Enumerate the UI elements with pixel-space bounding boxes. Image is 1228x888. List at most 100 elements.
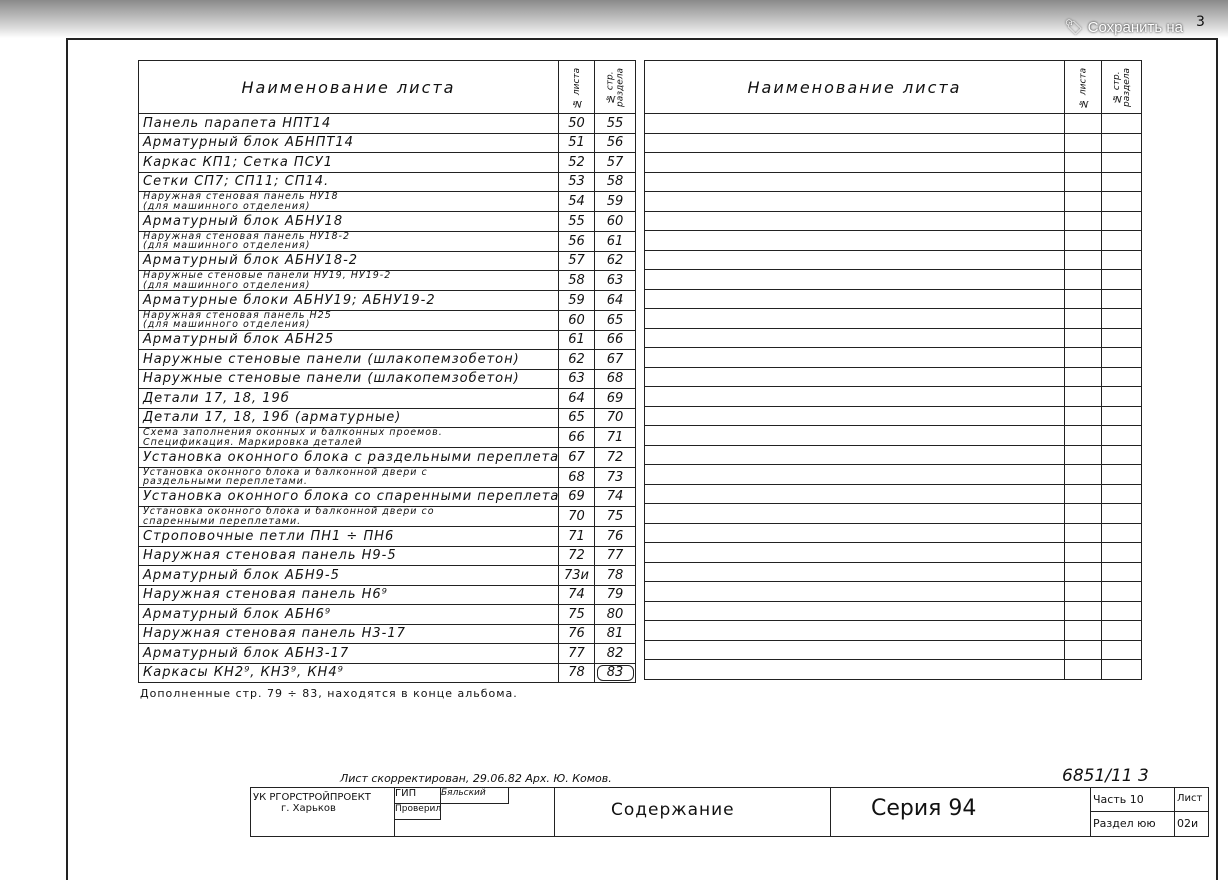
table-row: Арматурный блок АБН25 61 66	[138, 329, 636, 350]
page-number: 77	[594, 545, 636, 566]
corner-sheet-number: 3	[1196, 14, 1205, 30]
role-checked: Проверил	[395, 804, 441, 820]
page-number: 71	[594, 427, 636, 448]
empty-cell	[1101, 561, 1142, 582]
save-to-button[interactable]: 🏷 Сохранить на	[1064, 19, 1183, 36]
sheet-name: Установка оконного блока и балконной две…	[138, 506, 559, 527]
table-row: Наружная стеновая панель Н6⁹ 74 79	[138, 584, 636, 605]
sheet-number: 72	[558, 545, 595, 566]
empty-row	[644, 425, 1142, 446]
page-number: 76	[594, 526, 636, 547]
empty-row	[644, 191, 1142, 212]
empty-cell	[644, 561, 1065, 582]
table-row: Детали 17, 18, 19б (арматурные) 65 70	[138, 407, 636, 428]
page-number: 80	[594, 604, 636, 625]
empty-row	[644, 249, 1142, 270]
empty-cell	[1064, 522, 1102, 543]
supplement-note: Дополненные стр. 79 ÷ 83, находятся в ко…	[140, 687, 518, 700]
empty-cell	[1064, 444, 1102, 465]
empty-row	[644, 659, 1142, 680]
empty-cell	[644, 366, 1065, 387]
sheet-number: 78	[558, 662, 595, 683]
empty-cell	[1064, 600, 1102, 621]
empty-cell	[1101, 581, 1142, 602]
empty-row	[644, 308, 1142, 329]
page-number: 61	[594, 230, 636, 252]
empty-cell	[644, 327, 1065, 348]
sheet-name: Установка оконного блока и балконной две…	[138, 466, 559, 488]
empty-row	[644, 210, 1142, 231]
table-row: Установка оконного блока и балконной две…	[138, 506, 636, 527]
empty-cell	[644, 405, 1065, 426]
empty-cell	[1064, 269, 1102, 290]
empty-cell	[644, 659, 1065, 680]
page-number: 72	[594, 447, 636, 468]
sheet-number: 65	[558, 407, 595, 428]
page-number: 83	[594, 662, 636, 683]
series: Серия 94	[831, 788, 1091, 836]
sheet-number: 52	[558, 152, 595, 173]
empty-row	[644, 503, 1142, 524]
drawing-frame	[66, 38, 1218, 880]
empty-cell	[1101, 113, 1142, 134]
role-gip: ГИП	[395, 788, 441, 804]
empty-cell	[1064, 113, 1102, 134]
viewer-toolbar	[0, 0, 1228, 38]
empty-cell	[1064, 171, 1102, 192]
empty-cell	[644, 444, 1065, 465]
table-row: Наружная стеновая панель Н3-17 76 81	[138, 623, 636, 644]
sheet-name: Строповочные петли ПН1 ÷ ПН6	[138, 526, 559, 547]
empty-cell	[1101, 659, 1142, 680]
sheet-number: 61	[558, 329, 595, 350]
page-number: 79	[594, 584, 636, 605]
table-row: Установка оконного блока с раздельными п…	[138, 447, 636, 468]
page-number: 58	[594, 171, 636, 192]
empty-cell	[1101, 366, 1142, 387]
sheet-name: Наружная стеновая панель Н3-17	[138, 623, 559, 644]
header-name: Наименование листа	[644, 60, 1065, 114]
page-number: 81	[594, 623, 636, 644]
page-number: 62	[594, 250, 636, 271]
empty-cell	[1064, 288, 1102, 309]
empty-cell	[644, 113, 1065, 134]
empty-row	[644, 347, 1142, 368]
save-icon: 🏷	[1064, 19, 1088, 36]
empty-cell	[644, 308, 1065, 329]
sheet-number: 74	[558, 584, 595, 605]
table-row: Наружные стеновые панели (шлакопемзобето…	[138, 349, 636, 370]
empty-cell	[1101, 152, 1142, 173]
table-row: Каркас КП1; Сетка ПСУ1 52 57	[138, 152, 636, 173]
empty-cell	[1064, 620, 1102, 641]
empty-cell	[644, 386, 1065, 407]
page-number: 69	[594, 388, 636, 409]
table-row: Наружная стеновая панель Н9-5 72 77	[138, 545, 636, 566]
empty-cell	[1064, 191, 1102, 212]
correction-note: Лист скорректирован, 29.06.82 Арх. Ю. Ко…	[340, 772, 612, 785]
empty-cell	[644, 600, 1065, 621]
empty-cell	[644, 483, 1065, 504]
empty-cell	[1064, 483, 1102, 504]
empty-row	[644, 464, 1142, 485]
sheet-name: Установка оконного блока со спаренными п…	[138, 486, 559, 507]
empty-cell	[1101, 620, 1142, 641]
sheet-name: Наружная стеновая панель Н6⁹	[138, 584, 559, 605]
empty-cell	[1064, 347, 1102, 368]
empty-cell	[644, 249, 1065, 270]
empty-cell	[644, 542, 1065, 563]
page-number: 70	[594, 407, 636, 428]
empty-row	[644, 639, 1142, 660]
part: Часть 10	[1091, 788, 1175, 812]
table-row: Панель парапета НПТ14 50 55	[138, 113, 636, 134]
sheet-number: 55	[558, 211, 595, 232]
header-sheet-no: № листа	[558, 60, 595, 114]
empty-cell	[1101, 347, 1142, 368]
empty-cell	[1064, 425, 1102, 446]
page-number: 82	[594, 643, 636, 664]
sheet-name: Арматурный блок АБН3-17	[138, 643, 559, 664]
empty-cell	[1101, 327, 1142, 348]
empty-cell	[644, 464, 1065, 485]
empty-row	[644, 366, 1142, 387]
table-row: Установка оконного блока и балконной две…	[138, 466, 636, 488]
empty-row	[644, 230, 1142, 251]
sheet-name: Каркасы КН2⁹, КН3⁹, КН4⁹	[138, 662, 559, 683]
